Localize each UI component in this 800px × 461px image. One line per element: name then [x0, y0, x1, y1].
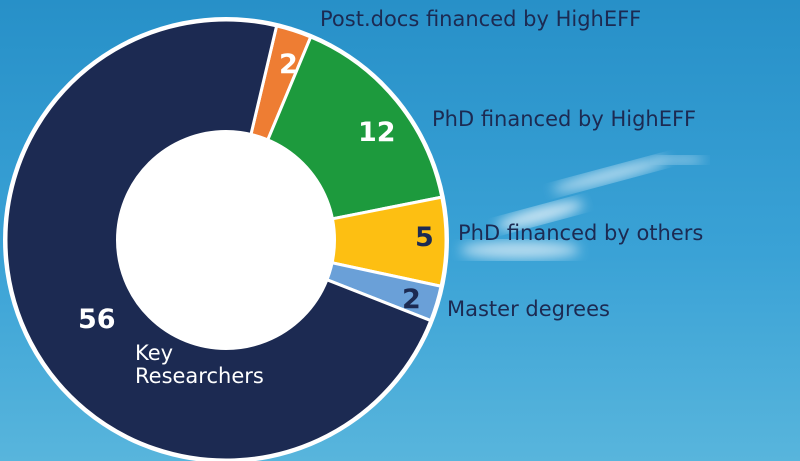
value-label: 56: [78, 305, 116, 335]
category-label: PhD financed by others: [458, 222, 703, 245]
chart: 2 Post.docs financed by HighEFF 12 PhD fina…: [0, 0, 800, 461]
category-label: PhD financed by HighEFF: [432, 108, 696, 131]
category-label: Master degrees: [447, 298, 610, 321]
value-label: 5: [415, 223, 434, 253]
category-label: Key Researchers: [135, 342, 285, 388]
value-label: 2: [402, 285, 421, 315]
category-label: Post.docs financed by HighEFF: [320, 8, 641, 31]
value-label: 12: [358, 118, 396, 148]
value-label: 2: [279, 50, 298, 80]
